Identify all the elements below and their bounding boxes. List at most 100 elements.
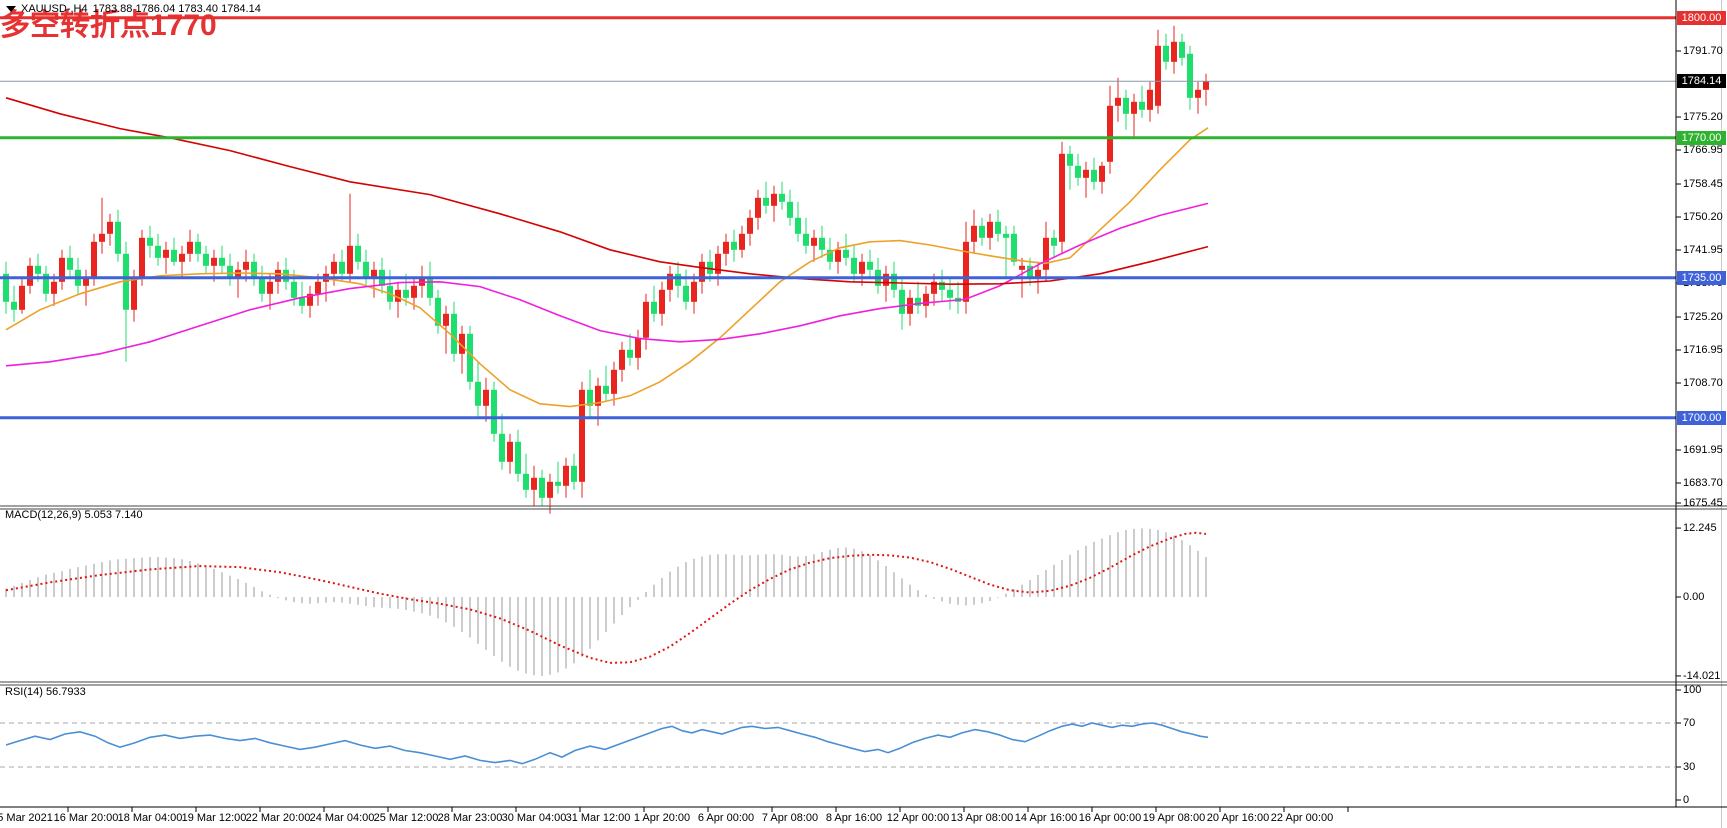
candle-down [939,281,945,290]
candle-up [187,241,193,254]
rsi-line [5,722,1209,765]
candle-down [147,237,153,246]
candle-down [675,273,681,286]
candle-up [483,389,489,406]
candle-down [851,257,857,274]
candle-down [1179,41,1185,58]
time-axis-label: 16 Apr 00:00 [1078,812,1142,824]
price-axis-label: 1775.20 [1683,111,1723,123]
candle-up [267,281,273,294]
candle-down [475,381,481,406]
candle-up [411,285,417,298]
symbol-period-label: XAUUSD-,H4 [21,3,88,15]
candle-up [131,277,137,310]
candle-down [3,273,9,302]
candle-down [979,225,985,238]
rsi-axis-label: 100 [1683,684,1702,696]
candle-up [371,269,377,278]
candle-up [963,241,969,302]
time-axis-label: 30 Mar 04:00 [501,812,567,824]
candle-up [27,265,33,286]
candle-down [1123,97,1129,114]
candle-down [787,201,793,218]
candle-down [1075,165,1081,178]
candle-up [611,369,617,394]
candle-down [67,257,73,270]
candle-down [283,269,289,282]
candle-up [563,465,569,486]
candle-down [891,273,897,290]
candle-down [555,481,561,486]
candle-up [971,225,977,242]
candle-down [539,477,545,498]
candle-down [651,301,657,314]
candle-up [907,297,913,314]
candle-up [107,221,113,234]
candle-down [291,281,297,298]
time-axis-label: 20 Apr 16:00 [1206,812,1270,824]
candle-down [1051,237,1057,246]
time-axis-label: 13 Apr 08:00 [950,812,1014,824]
candle-up [139,237,145,278]
candle-down [947,289,953,298]
candle-down [571,465,577,482]
candle-up [163,249,169,258]
candle-up [331,261,337,274]
candle-up [307,293,313,306]
candle-down [491,389,497,434]
candle-down [1139,101,1145,110]
candle-down [683,285,689,302]
candle-up [211,257,217,266]
candle-up [51,281,57,294]
candle-up [1147,89,1153,110]
candle-up [459,333,465,354]
candle-down [451,313,457,354]
candle-down [1067,153,1073,166]
candle-down [219,257,225,266]
time-axis-label: 6 Apr 00:00 [697,812,755,824]
candle-up [747,217,753,234]
candle-down [435,297,441,326]
candle-up [923,293,929,306]
candle-up [1059,153,1065,242]
price-axis-label: 1675.45 [1683,497,1723,509]
candle-up [395,289,401,302]
level-price-badge: 1700.00 [1677,410,1726,425]
candle-up [315,281,321,294]
time-axis-label: 22 Apr 00:00 [1270,812,1334,824]
candle-up [1115,97,1121,106]
level-price-badge: 1735.00 [1677,270,1726,285]
price-axis-label: 1741.95 [1683,244,1723,256]
rsi-axis-label: 70 [1683,717,1696,729]
candle-down [467,333,473,382]
candle-down [363,261,369,278]
chart-dropdown-icon[interactable] [6,6,16,12]
ma-fast-orange [5,127,1209,408]
candle-up [531,477,537,490]
candle-down [915,297,921,306]
candle-up [443,313,449,326]
candle-up [1107,105,1113,162]
candle-down [339,261,345,274]
macd-signal-line [5,531,1207,664]
candle-up [547,481,553,498]
candle-up [595,385,601,406]
time-axis-label: 18 Mar 04:00 [117,812,183,824]
candle-up [1155,45,1161,106]
candle-up [699,261,705,282]
price-axis-label: 1758.45 [1683,178,1723,190]
time-axis-label: 12 Apr 00:00 [886,812,950,824]
candle-up [579,389,585,482]
time-axis-label: 14 Apr 16:00 [1014,812,1078,824]
candle-up [659,289,665,314]
candle-up [667,273,673,290]
candle-up [83,277,89,286]
candle-up [1035,269,1041,278]
candle-up [99,233,105,242]
rsi-axis-label: 30 [1683,761,1696,773]
candle-down [843,249,849,258]
ma-mid-magenta [5,202,1209,367]
rsi-indicator-label: RSI(14) 56.7933 [5,686,86,698]
